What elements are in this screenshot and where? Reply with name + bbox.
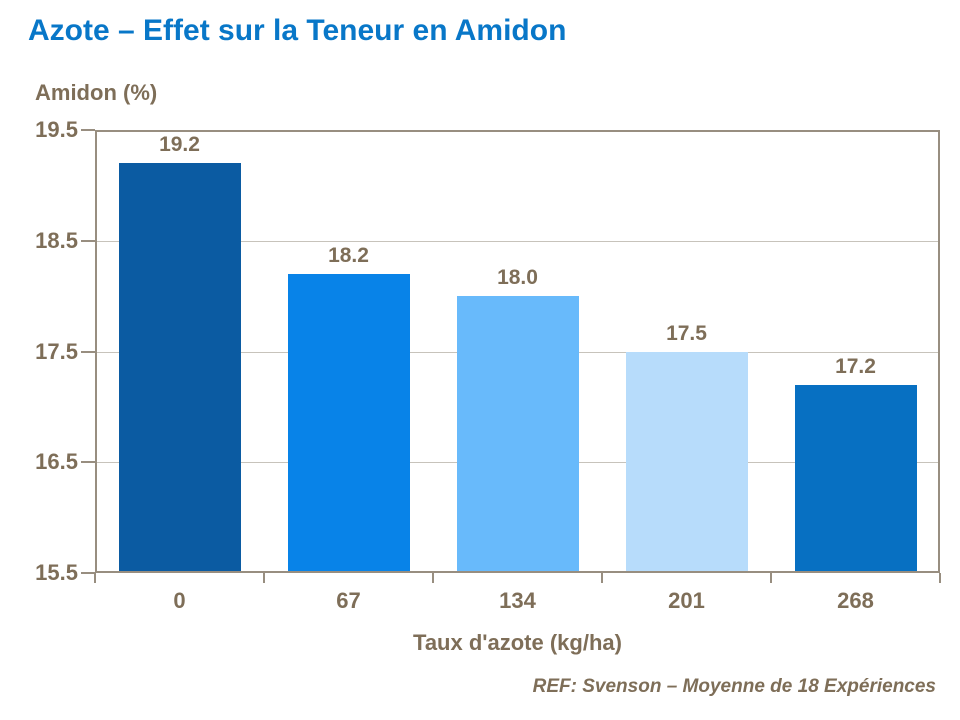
- y-tick-label: 15.5: [35, 560, 78, 585]
- bar-268: [794, 384, 917, 573]
- bar-134: [456, 296, 579, 573]
- x-tick-mark: [770, 573, 772, 583]
- bar-67: [287, 273, 410, 573]
- bar-value-label: 17.2: [835, 354, 876, 378]
- bar-value-label: 17.5: [666, 321, 707, 345]
- x-category-label: 0: [173, 588, 186, 613]
- y-tick-mark: [81, 239, 95, 242]
- y-tick-label: 17.5: [35, 338, 78, 364]
- x-tick-mark: [601, 573, 603, 583]
- bar-value-label: 18.0: [497, 266, 538, 290]
- y-tick-mark: [81, 461, 95, 464]
- x-category-label: 134: [499, 588, 536, 613]
- x-category-label: 268: [837, 588, 874, 613]
- x-tick-mark: [432, 573, 434, 583]
- bar-value-label: 18.2: [328, 243, 369, 267]
- y-tick-mark: [81, 350, 95, 353]
- x-category-label: 67: [336, 588, 361, 613]
- y-tick-label: 19.5: [35, 117, 78, 142]
- y-tick-label: 16.5: [35, 449, 78, 475]
- reference-note: REF: Svenson – Moyenne de 18 Expériences: [532, 676, 936, 697]
- y-tick-label: 18.5: [35, 227, 78, 253]
- bar-0: [118, 163, 241, 573]
- y-tick-mark: [81, 572, 95, 574]
- gridline: [95, 240, 940, 242]
- y-axis-title: Amidon (%): [35, 80, 158, 105]
- x-category-label: 201: [668, 588, 705, 613]
- chart-title: Azote – Effet sur la Teneur en Amidon: [28, 14, 567, 47]
- bar-value-label: 19.2: [159, 133, 200, 157]
- plot-area: [95, 130, 940, 573]
- x-tick-mark: [263, 573, 265, 583]
- x-tick-mark: [94, 573, 96, 583]
- x-axis-title: Taux d'azote (kg/ha): [413, 630, 622, 655]
- x-tick-mark: [939, 573, 941, 583]
- bar-201: [625, 351, 748, 573]
- y-tick-mark: [81, 129, 95, 131]
